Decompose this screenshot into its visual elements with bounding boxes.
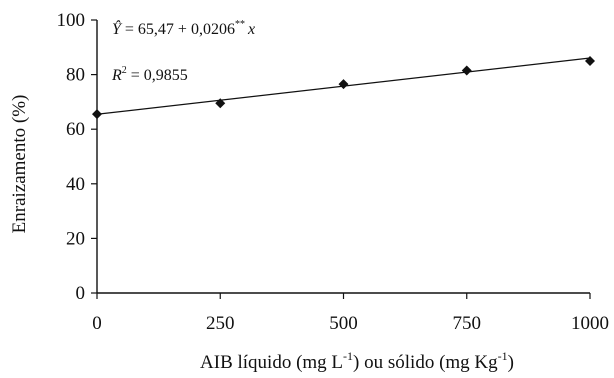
r2-value: = 0,9855 (127, 67, 188, 84)
x-tick-label: 250 (206, 313, 235, 334)
x-tick-label: 1000 (571, 313, 609, 334)
y-tick-label: 100 (57, 10, 86, 31)
equation-significance: ** (235, 19, 245, 30)
y-axis-title: Enraizamento (%) (9, 95, 30, 234)
equation-body: = 65,47 + 0,0206 (121, 21, 235, 38)
x-title-sup-2: -1 (498, 349, 508, 363)
y-ticks: 0 20 40 60 80 100 (57, 10, 97, 304)
data-point (338, 79, 349, 90)
r2-label: R (111, 67, 122, 84)
data-point (461, 65, 472, 76)
data-point (92, 109, 102, 120)
x-ticks: 0 250 500 750 1000 (92, 293, 609, 334)
regression-equation: Ŷ = 65,47 + 0,0206** x (112, 19, 255, 38)
axes (96, 20, 590, 294)
r-squared: R2 = 0,9855 (111, 65, 188, 84)
x-tick-label: 500 (329, 313, 358, 334)
x-tick-label: 0 (92, 313, 102, 334)
y-tick-label: 80 (66, 65, 85, 86)
y-tick-label: 0 (76, 283, 86, 304)
y-tick-label: 60 (66, 119, 85, 140)
x-axis-title: AIB líquido (mg L-1) ou sólido (mg Kg-1) (200, 349, 514, 373)
r2-superscript: 2 (122, 65, 127, 76)
x-title-part-2: ) ou sólido (mg Kg (353, 352, 498, 373)
equation-lhs: Ŷ (112, 19, 123, 38)
x-title-sup-1: -1 (343, 349, 353, 363)
x-tick-label: 750 (453, 313, 482, 334)
x-title-part-1: AIB líquido (mg L (200, 352, 343, 373)
y-tick-label: 20 (66, 228, 85, 249)
y-tick-label: 40 (66, 174, 85, 195)
data-point (585, 55, 595, 66)
x-title-part-3: ) (508, 352, 514, 373)
data-points (92, 55, 595, 120)
equation-variable: x (247, 21, 255, 38)
data-point (215, 98, 226, 109)
